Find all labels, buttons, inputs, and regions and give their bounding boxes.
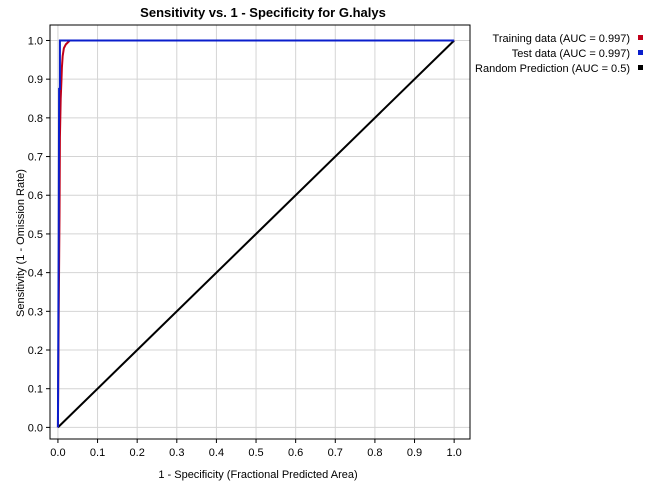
- test-data-line: [56, 39, 455, 428]
- y-tick-label: 0.6: [28, 190, 43, 202]
- y-tick-label: 0.3: [28, 306, 43, 318]
- legend-swatch: [638, 65, 643, 70]
- random-prediction-line: [57, 39, 455, 429]
- x-tick-label: 0.2: [130, 447, 145, 459]
- legend-label: Random Prediction (AUC = 0.5): [475, 63, 630, 75]
- y-tick-label: 0.9: [28, 74, 43, 86]
- x-tick-label: 0.0: [50, 447, 65, 459]
- y-tick-label: 0.7: [28, 152, 43, 164]
- x-tick-label: 0.9: [407, 447, 422, 459]
- x-tick-label: 0.6: [288, 447, 303, 459]
- x-tick-label: 0.7: [328, 447, 343, 459]
- x-tick-label: 0.1: [90, 447, 105, 459]
- y-tick-label: 0.2: [28, 345, 43, 357]
- x-tick-label: 0.8: [367, 447, 382, 459]
- y-tick-label: 1.0: [28, 35, 43, 47]
- legend-label: Training data (AUC = 0.997): [493, 33, 630, 45]
- y-tick-label: 0.5: [28, 229, 43, 241]
- y-axis-label: Sensitivity (1 - Omission Rate): [15, 169, 27, 317]
- y-tick-label: 0.1: [28, 384, 43, 396]
- plot-frame: [49, 24, 471, 440]
- legend: Training data (AUC = 0.997) Test data (AU…: [475, 33, 643, 75]
- x-tick-label: 1.0: [447, 447, 462, 459]
- x-tick-label: 0.5: [248, 447, 263, 459]
- chart-title: Sensitivity vs. 1 - Specificity for G.ha…: [140, 5, 386, 20]
- y-tick-label: 0.0: [28, 422, 43, 434]
- y-tick-label: 0.8: [28, 113, 43, 125]
- y-tick-label: 0.4: [28, 268, 43, 280]
- x-axis-label: 1 - Specificity (Fractional Predicted Ar…: [158, 469, 357, 481]
- legend-label: Test data (AUC = 0.997): [512, 48, 630, 60]
- x-tick-label: 0.3: [169, 447, 184, 459]
- legend-swatch: [638, 50, 643, 55]
- series-layer: [56, 39, 455, 429]
- tick-layer: 0.0 0.1 0.2 0.3 0.4 0.5 0.6 0.7 0.8 0.9 1.0 0.0 0.1 0…: [28, 35, 462, 459]
- x-tick-label: 0.4: [209, 447, 224, 459]
- legend-swatch: [638, 35, 643, 40]
